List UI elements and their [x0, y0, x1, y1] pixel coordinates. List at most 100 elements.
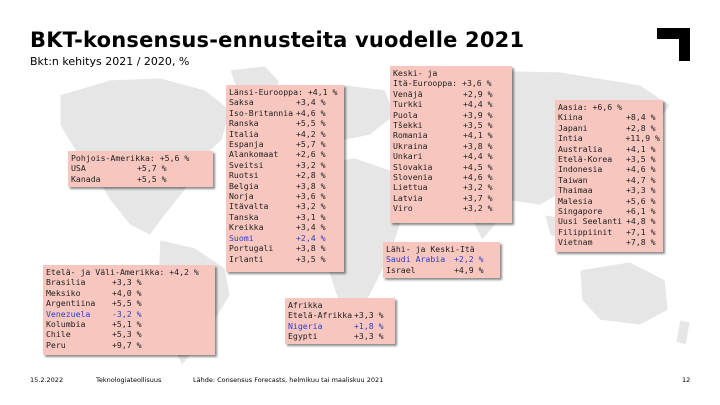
country-row: Belgia +3,8 % — [229, 181, 341, 191]
country-row: Egypti +3,3 % — [288, 331, 392, 341]
footer-date: 15.2.2022 — [30, 376, 64, 384]
country-name: Taiwan — [558, 174, 588, 185]
region-header: Länsi-Eurooppa: +4,1 % — [229, 87, 338, 97]
growth-value: +7,8 % — [626, 237, 656, 248]
growth-value: +5,5 % — [296, 118, 326, 129]
country-name: Irlanti — [229, 253, 264, 264]
country-name: Sveitsi — [229, 159, 264, 170]
country-name: Brasilia — [46, 277, 86, 288]
country-name: Ruotsi — [229, 170, 259, 181]
country-name: Tšekki — [393, 120, 423, 131]
growth-value: +3,3 % — [354, 331, 384, 342]
new-zealand-shape — [675, 319, 691, 346]
country-name: Itävalta — [229, 201, 269, 212]
country-name: Slovenia — [393, 172, 433, 183]
country-name: Viro — [393, 203, 413, 214]
growth-value: +4,6 % — [626, 164, 656, 175]
country-row: Australia +4,1 % — [558, 144, 660, 154]
country-name: Turkki — [393, 99, 423, 110]
country-name: Thaimaa — [558, 185, 593, 196]
growth-value: +2,8 % — [626, 122, 656, 133]
growth-value: +2,8 % — [296, 170, 326, 181]
country-name: Japani — [558, 122, 588, 133]
country-row: Alankomaat +2,6 % — [229, 149, 341, 159]
country-name: Saudi Arabia — [386, 254, 446, 265]
country-name: Kolumbia — [46, 319, 86, 330]
country-row: Iso-Britannia +4,6 % — [229, 108, 341, 118]
growth-value: +5,1 % — [112, 319, 142, 330]
country-row: Unkari +4,4 % — [393, 151, 509, 161]
growth-value: +6,1 % — [626, 206, 656, 217]
country-row: Ukraina +3,8 % — [393, 141, 509, 151]
country-name: Indonesia — [558, 164, 603, 175]
growth-value: +4,1 % — [463, 130, 493, 141]
growth-value: +3,8 % — [296, 243, 326, 254]
growth-value: +3,2 % — [296, 159, 326, 170]
country-name: Ranska — [229, 118, 259, 129]
country-name: Argentiina — [46, 298, 96, 309]
country-name: Egypti — [288, 331, 318, 342]
country-row: Vietnam +7,8 % — [558, 237, 660, 247]
country-row: Kreikka +3,4 % — [229, 222, 341, 232]
page-subtitle: Bkt:n kehitys 2021 / 2020, % — [30, 55, 190, 68]
country-name: Liettua — [393, 182, 428, 193]
country-row: Ruotsi +2,8 % — [229, 170, 341, 180]
country-row: Indonesia +4,6 % — [558, 164, 660, 174]
region-box-north-america: Pohjois-Amerikka: +5,6 % USA +5,7 % Kanada… — [68, 151, 213, 187]
country-name: Ukraina — [393, 140, 428, 151]
growth-value: +5,3 % — [112, 329, 142, 340]
growth-value: -3,2 % — [112, 308, 142, 319]
country-row: Turkki +4,4 % — [393, 99, 509, 109]
country-name: Portugali — [229, 243, 274, 254]
country-name: Suomi — [229, 232, 254, 243]
country-row: Viro +3,2 % — [393, 203, 509, 213]
growth-value: +7,1 % — [626, 226, 656, 237]
country-name: Tanska — [229, 211, 259, 222]
country-name: Vietnam — [558, 237, 593, 248]
country-name: Alankomaat — [229, 149, 279, 160]
country-name: Singapore — [558, 206, 603, 217]
growth-value: +3,5 % — [626, 154, 656, 165]
region-header: Afrikka — [288, 300, 323, 310]
country-row: Thaimaa +3,3 % — [558, 185, 660, 195]
growth-value: +4,4 % — [463, 151, 493, 162]
country-row: Intia +11,9 % — [558, 133, 660, 143]
country-name: Venäjä — [393, 88, 423, 99]
growth-value: +3,4 % — [296, 97, 326, 108]
country-row: Nigeria +1,8 % — [288, 321, 392, 331]
growth-value: +4,5 % — [463, 161, 493, 172]
country-row: Argentiina +5,5 % — [46, 298, 212, 308]
growth-value: +4,9 % — [454, 264, 484, 275]
growth-value: +4,8 % — [626, 216, 656, 227]
country-row: Venäjä +2,9 % — [393, 89, 509, 99]
country-row: Etelä-Afrikka +3,3 % — [288, 310, 392, 320]
country-name: Norja — [229, 191, 254, 202]
country-row: Venezuela -3,2 % — [46, 309, 212, 319]
country-name: Israel — [386, 264, 416, 275]
growth-value: +4,6 % — [296, 107, 326, 118]
country-row: Saudi Arabia +2,2 % — [386, 254, 497, 264]
country-name: Slovakia — [393, 161, 433, 172]
growth-value: +4,1 % — [626, 143, 656, 154]
growth-value: +5,5 % — [137, 173, 167, 184]
country-row: Etelä-Korea +3,5 % — [558, 154, 660, 164]
growth-value: +5,6 % — [626, 195, 656, 206]
country-row: Italia +4,2 % — [229, 129, 341, 139]
growth-value: +3,2 % — [463, 203, 493, 214]
country-row: Brasilia +3,3 % — [46, 277, 212, 287]
country-row: Tanska +3,1 % — [229, 212, 341, 222]
footer-source: Lähde: Consensus Forecasts, helmikuu tai… — [193, 376, 384, 384]
country-name: Venezuela — [46, 308, 91, 319]
country-row: Slovakia +4,5 % — [393, 162, 509, 172]
country-name: Etelä-Korea — [558, 154, 613, 165]
region-box-middle-east: Lähi- ja Keski-Itä Saudi Arabia +2,2 % Isr… — [383, 242, 500, 278]
growth-value: +2,6 % — [296, 149, 326, 160]
country-row: Filippiinit +7,1 % — [558, 227, 660, 237]
country-name: Chile — [46, 329, 71, 340]
growth-value: +2,2 % — [454, 254, 484, 265]
country-row: Puola +3,9 % — [393, 110, 509, 120]
growth-value: +3,4 % — [296, 222, 326, 233]
country-row: Sveitsi +3,2 % — [229, 160, 341, 170]
region-header: Etelä- ja Väli-Amerikka: +4,2 % — [46, 267, 199, 277]
region-header: Pohjois-Amerikka: +5,6 % — [71, 153, 190, 163]
